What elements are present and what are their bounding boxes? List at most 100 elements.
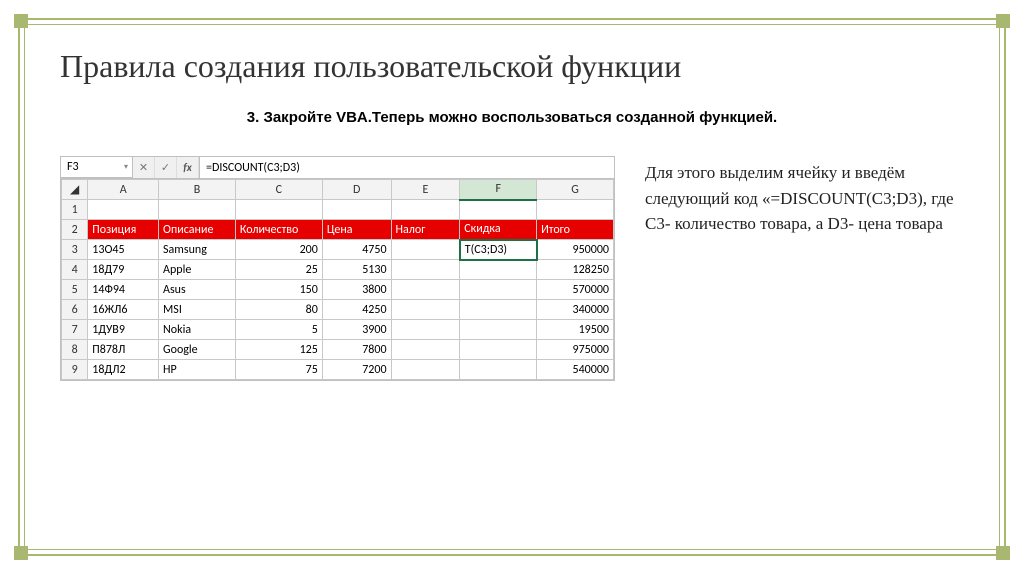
col-header[interactable]: A (88, 180, 159, 200)
cell[interactable] (235, 200, 322, 220)
cell[interactable] (460, 280, 537, 300)
name-box-value: F3 (67, 160, 79, 174)
cell[interactable]: 7200 (322, 360, 391, 380)
formula-input[interactable]: =DISCOUNT(C3;D3) (199, 157, 614, 178)
col-header[interactable]: D (322, 180, 391, 200)
spreadsheet-grid: ◢ A B C D E F G 12ПозицияОписаниеКоличес… (61, 179, 614, 380)
confirm-icon[interactable]: ✓ (155, 157, 177, 178)
row-header[interactable]: 5 (62, 280, 88, 300)
header-cell[interactable]: Цена (322, 220, 391, 240)
name-box[interactable]: F3 (61, 157, 133, 178)
cell[interactable] (322, 200, 391, 220)
cell[interactable]: 3800 (322, 280, 391, 300)
formula-bar: F3 ✕ ✓ fx =DISCOUNT(C3;D3) (61, 157, 614, 179)
table-row: 918ДЛ2HP757200 540000 (62, 360, 614, 380)
row-header[interactable]: 1 (62, 200, 88, 220)
explanation-text: Для этого выделим ячейку и введём следую… (645, 156, 964, 237)
table-row: 313О45Samsung2004750 T(C3;D3)950000 (62, 240, 614, 260)
cell[interactable]: Google (159, 340, 236, 360)
cell[interactable]: 16ЖЛ6 (88, 300, 159, 320)
cell[interactable]: 128250 (537, 260, 614, 280)
cell[interactable] (391, 360, 460, 380)
cell[interactable] (391, 300, 460, 320)
cell[interactable] (391, 320, 460, 340)
cell[interactable]: 18Д79 (88, 260, 159, 280)
cell[interactable] (460, 300, 537, 320)
row-header[interactable]: 6 (62, 300, 88, 320)
cell[interactable]: 14Ф94 (88, 280, 159, 300)
cell[interactable] (460, 360, 537, 380)
table-row: 1 (62, 200, 614, 220)
cell[interactable] (460, 320, 537, 340)
cell[interactable] (391, 340, 460, 360)
cell[interactable]: T(C3;D3) (460, 240, 537, 260)
cell[interactable]: Apple (159, 260, 236, 280)
excel-window: F3 ✕ ✓ fx =DISCOUNT(C3;D3) (60, 156, 615, 381)
cell[interactable]: 18ДЛ2 (88, 360, 159, 380)
row-header[interactable]: 2 (62, 220, 88, 240)
cancel-icon[interactable]: ✕ (133, 157, 155, 178)
col-header[interactable]: B (159, 180, 236, 200)
cell[interactable]: П878Л (88, 340, 159, 360)
cell[interactable]: 80 (235, 300, 322, 320)
cell[interactable] (159, 200, 236, 220)
cell[interactable]: 5130 (322, 260, 391, 280)
cell[interactable] (537, 200, 614, 220)
cell[interactable]: Samsung (159, 240, 236, 260)
header-cell[interactable]: Итого (537, 220, 614, 240)
cell[interactable] (460, 200, 537, 220)
header-cell[interactable]: Скидка (460, 220, 537, 240)
cell[interactable] (391, 260, 460, 280)
cell[interactable]: 5 (235, 320, 322, 340)
col-header[interactable]: G (537, 180, 614, 200)
cell[interactable]: MSI (159, 300, 236, 320)
cell[interactable] (391, 280, 460, 300)
cell[interactable] (460, 340, 537, 360)
cell[interactable]: 540000 (537, 360, 614, 380)
cell[interactable]: 4250 (322, 300, 391, 320)
cell[interactable]: HP (159, 360, 236, 380)
slide-subtitle: 3. Закройте VBA.Теперь можно воспользова… (40, 109, 984, 126)
header-cell[interactable]: Позиция (88, 220, 159, 240)
header-cell[interactable]: Количество (235, 220, 322, 240)
cell[interactable]: 3900 (322, 320, 391, 340)
slide-title: Правила создания пользовательской функци… (60, 48, 984, 85)
fx-icon[interactable]: fx (177, 157, 199, 178)
cell[interactable]: 4750 (322, 240, 391, 260)
col-header-selected[interactable]: F (460, 180, 537, 200)
cell[interactable]: 950000 (537, 240, 614, 260)
cell[interactable]: 13О45 (88, 240, 159, 260)
select-all-corner[interactable]: ◢ (62, 180, 88, 200)
excel-screenshot: F3 ✕ ✓ fx =DISCOUNT(C3;D3) (60, 156, 615, 381)
cell[interactable]: Nokia (159, 320, 236, 340)
cell[interactable]: 200 (235, 240, 322, 260)
cell[interactable] (460, 260, 537, 280)
row-header[interactable]: 4 (62, 260, 88, 280)
cell[interactable]: 975000 (537, 340, 614, 360)
cell[interactable]: 19500 (537, 320, 614, 340)
column-header-row: ◢ A B C D E F G (62, 180, 614, 200)
formula-text: =DISCOUNT(C3;D3) (206, 161, 300, 175)
row-header[interactable]: 9 (62, 360, 88, 380)
cell[interactable] (391, 240, 460, 260)
cell[interactable] (391, 200, 460, 220)
cell[interactable] (88, 200, 159, 220)
col-header[interactable]: C (235, 180, 322, 200)
cell[interactable]: 1ДУВ9 (88, 320, 159, 340)
main-row: F3 ✕ ✓ fx =DISCOUNT(C3;D3) (40, 156, 984, 381)
col-header[interactable]: E (391, 180, 460, 200)
row-header[interactable]: 7 (62, 320, 88, 340)
cell[interactable]: 150 (235, 280, 322, 300)
cell[interactable]: 125 (235, 340, 322, 360)
header-cell[interactable]: Налог (391, 220, 460, 240)
cell[interactable]: 7800 (322, 340, 391, 360)
cell[interactable]: 340000 (537, 300, 614, 320)
cell[interactable]: 570000 (537, 280, 614, 300)
row-header[interactable]: 3 (62, 240, 88, 260)
row-header[interactable]: 8 (62, 340, 88, 360)
cell[interactable]: 25 (235, 260, 322, 280)
cell[interactable]: Asus (159, 280, 236, 300)
header-cell[interactable]: Описание (159, 220, 236, 240)
table-row: 71ДУВ9Nokia53900 19500 (62, 320, 614, 340)
cell[interactable]: 75 (235, 360, 322, 380)
